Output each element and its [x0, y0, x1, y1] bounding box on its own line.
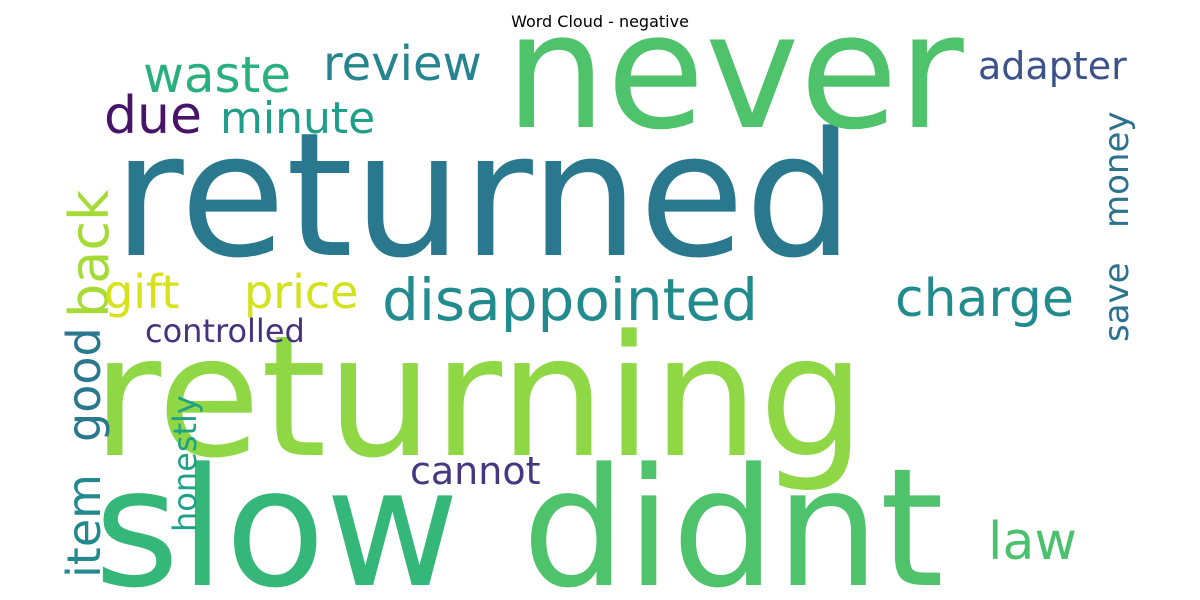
word-returning: returning [92, 299, 865, 495]
word-didnt: didnt [522, 433, 944, 600]
word-waste: waste [143, 46, 291, 104]
word-save: save [1097, 262, 1137, 342]
word-due: due [104, 86, 202, 146]
word-minute: minute [220, 93, 375, 144]
word-cannot: cannot [410, 449, 541, 493]
word-review: review [323, 36, 482, 92]
word-disappointed: disappointed [382, 266, 758, 334]
word-back: back [58, 189, 121, 318]
word-honestly: honestly [166, 395, 204, 532]
word-never: never [505, 0, 964, 165]
word-law: law [988, 512, 1077, 572]
word-returned: returned [113, 95, 854, 296]
word-good: good [57, 327, 111, 442]
word-money: money [1097, 111, 1137, 228]
word-item: item [57, 474, 111, 578]
word-charge: charge [895, 269, 1074, 329]
chart-title: Word Cloud - negative [511, 12, 689, 31]
word-slow: slow [94, 433, 459, 600]
word-controlled: controlled [145, 312, 305, 350]
word-adapter: adapter [978, 44, 1127, 88]
word-price: price [244, 265, 358, 319]
word-gift: gift [104, 265, 179, 319]
